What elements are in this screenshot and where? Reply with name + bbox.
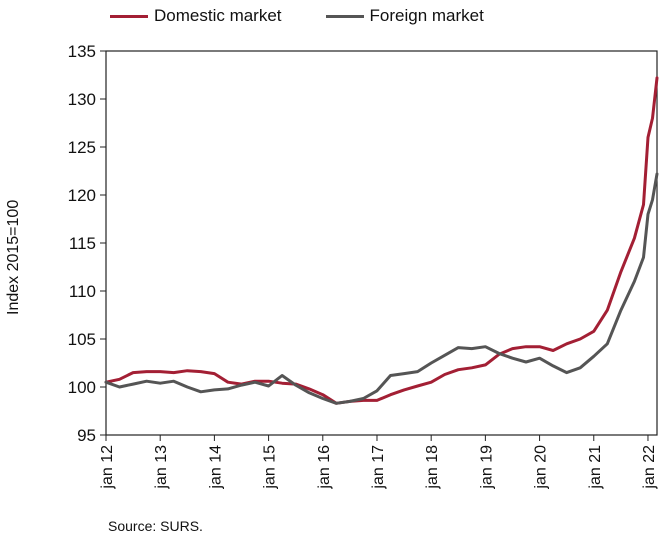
y-tick-label: 115	[69, 234, 96, 253]
x-axis: jan 12 jan 13 jan 14 jan 15 jan 16 jan 17 jan …	[99, 435, 658, 490]
y-tick-label: 125	[68, 138, 96, 157]
y-tick-label: 105	[68, 330, 96, 349]
legend-label-domestic: Domestic market	[154, 6, 282, 25]
x-tick-label: jan 12	[99, 445, 116, 490]
legend: Domestic market Foreign market	[110, 6, 484, 26]
x-tick-label: jan 14	[207, 445, 224, 490]
x-tick-label: jan 19	[478, 445, 495, 490]
legend-item-foreign: Foreign market	[325, 6, 484, 26]
x-tick-label: jan 13	[153, 445, 170, 490]
legend-label-foreign: Foreign market	[369, 6, 484, 25]
x-tick-label: jan 15	[262, 445, 279, 490]
y-tick-label: 120	[68, 186, 96, 205]
x-tick-label: jan 22	[641, 445, 658, 490]
series-layer	[104, 76, 659, 405]
legend-item-domestic: Domestic market	[110, 6, 282, 26]
y-axis: 95 100 105 110 115 120 125 130 135	[68, 42, 106, 445]
series-line-foreign	[104, 172, 659, 405]
source-note: Source: SURS.	[108, 518, 203, 534]
x-tick-label: jan 17	[370, 445, 387, 490]
y-tick-label: 100	[68, 378, 96, 397]
y-axis-label: Index 2015=100	[5, 199, 22, 315]
y-tick-label: 135	[68, 42, 96, 61]
x-tick-label: jan 16	[316, 445, 333, 490]
x-tick-label: jan 21	[587, 445, 604, 490]
y-tick-label: 110	[69, 282, 96, 301]
series-line-domestic	[104, 76, 659, 405]
x-tick-label: jan 20	[533, 445, 550, 490]
plot-frame	[105, 50, 658, 436]
y-tick-label: 130	[68, 90, 96, 109]
legend-swatch-domestic	[110, 14, 148, 18]
y-tick-label: 95	[77, 426, 96, 445]
plot-border	[105, 50, 658, 436]
x-tick-label: jan 18	[424, 445, 441, 490]
legend-swatch-foreign	[325, 14, 364, 18]
